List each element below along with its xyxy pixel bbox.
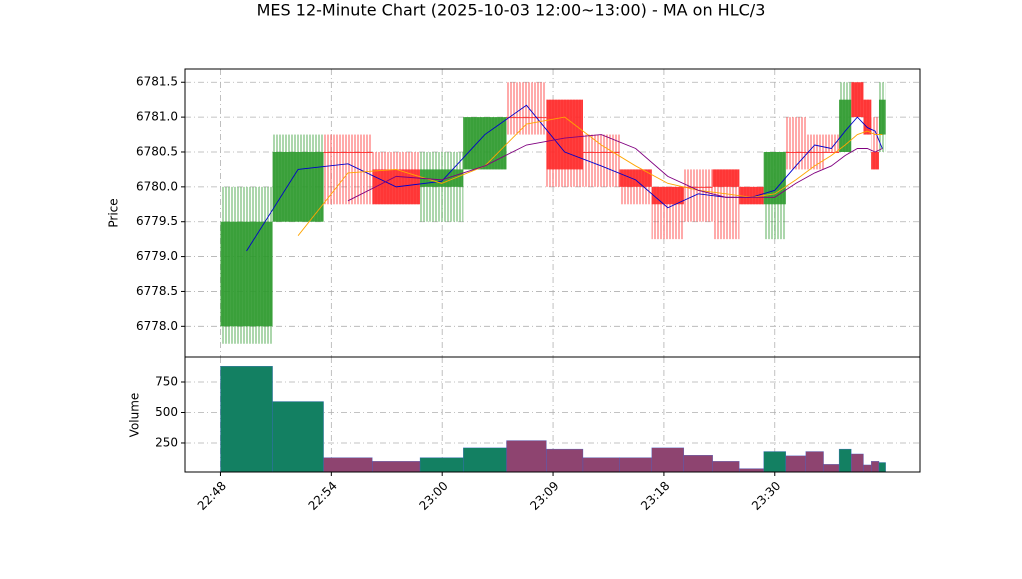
volume-bar (851, 453, 864, 473)
candle-body (878, 99, 886, 135)
volume-bar (272, 401, 324, 473)
volume-bar (739, 468, 764, 473)
candle-body (763, 151, 786, 205)
y-tick-label: 6778.0 (136, 319, 178, 333)
y-axis-label: Volume (128, 393, 142, 438)
candle-body (651, 186, 684, 205)
candle-body (851, 82, 864, 118)
candle-wick (420, 151, 464, 222)
candle-wick (683, 169, 713, 222)
volume-bar (506, 440, 547, 473)
candle-body (739, 186, 764, 205)
y-tick-label: 750 (155, 375, 178, 389)
volume-bar (878, 462, 886, 473)
chart-title: MES 12-Minute Chart (2025-10-03 12:00~13… (257, 1, 766, 20)
x-tick-label: 22:54 (306, 479, 340, 513)
volume-bar (463, 447, 507, 473)
candle-wick (506, 82, 547, 135)
volume-bar (651, 447, 685, 473)
candle-body (420, 169, 464, 187)
x-tick-label: 23:30 (749, 479, 783, 513)
volume-bar (785, 455, 806, 473)
volume-bar (763, 451, 787, 473)
y-tick-label: 6780.0 (136, 179, 178, 193)
x-tick-label: 23:18 (638, 479, 672, 513)
candle-wick (823, 134, 840, 152)
volume-bar (838, 448, 852, 473)
x-tick-label: 23:00 (416, 479, 450, 513)
candle-body (863, 99, 872, 135)
y-axis-label: Price (107, 198, 121, 227)
candle-wick (582, 134, 620, 187)
candle-body (619, 169, 652, 187)
candle-body (463, 117, 507, 170)
y-tick-label: 6779.5 (136, 214, 178, 228)
candle-body (823, 151, 840, 153)
candle-body (272, 151, 324, 222)
y-tick-label: 6781.5 (136, 75, 178, 89)
y-tick-label: 6780.5 (136, 144, 178, 158)
volume-bar (372, 461, 421, 473)
volume-bar (419, 457, 464, 473)
candle-body (712, 169, 740, 187)
candle-body (506, 117, 547, 119)
volume-bar (582, 457, 620, 473)
volume-bar (712, 461, 740, 473)
candle-body (546, 99, 583, 170)
ma-line (347, 134, 883, 202)
ma-line (246, 104, 883, 252)
y-tick-label: 6781.0 (136, 110, 178, 124)
candle-body (683, 186, 713, 188)
volume-bar (323, 457, 373, 473)
candle-wick (785, 117, 806, 170)
candle-body (839, 99, 852, 152)
volume-bar (871, 461, 880, 473)
volume-bar (863, 464, 872, 473)
candle-body (871, 151, 879, 170)
y-tick-label: 500 (155, 405, 178, 419)
candle-body (805, 151, 824, 153)
ma-line (297, 116, 883, 236)
volume-bar (220, 365, 273, 473)
y-tick-label: 6778.5 (136, 284, 178, 298)
y-tick-label: 6779.0 (136, 249, 178, 263)
volume-bar (683, 455, 713, 473)
x-tick-label: 22:48 (195, 479, 229, 513)
volume-bar (619, 457, 652, 473)
candle-body (220, 221, 273, 327)
candle-wick (871, 117, 879, 170)
candle-body (582, 151, 620, 153)
x-tick-label: 23:09 (527, 479, 561, 513)
candle-body (785, 151, 806, 153)
plot-frame (184, 356, 921, 473)
volume-bar (546, 448, 584, 473)
y-tick-label: 250 (155, 435, 178, 449)
volume-bar (805, 451, 824, 473)
volume-bar (823, 464, 840, 473)
candle-body (323, 151, 373, 153)
